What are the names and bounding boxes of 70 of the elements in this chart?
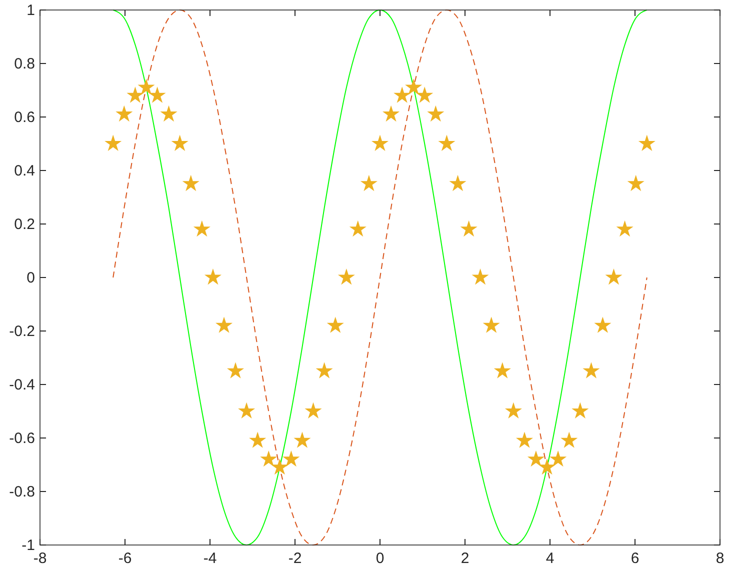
point	[282, 450, 300, 467]
x-tick-label: 0	[376, 550, 384, 567]
point	[482, 316, 500, 333]
point	[294, 432, 311, 448]
line-series	[112, 10, 648, 546]
x-tick-label: -2	[288, 550, 302, 567]
x-tick-label: 8	[716, 550, 724, 567]
point	[304, 402, 322, 418]
point	[638, 134, 656, 151]
y-tick-label: -0.6	[9, 430, 35, 447]
point	[527, 450, 544, 467]
point	[193, 220, 210, 237]
point	[338, 268, 355, 285]
point	[605, 268, 622, 285]
y-tick-label: -1	[22, 537, 35, 554]
point	[416, 86, 434, 103]
point	[594, 316, 612, 333]
point	[382, 105, 400, 122]
point	[171, 134, 188, 151]
point	[326, 316, 344, 333]
x-tick-label: -8	[33, 550, 47, 567]
y-tick-label: 1	[26, 2, 35, 19]
x-tick-label: -4	[203, 550, 217, 567]
point	[182, 174, 200, 192]
point	[260, 450, 278, 467]
y-tick-label: 0.2	[14, 216, 35, 233]
point	[116, 105, 133, 122]
point	[494, 362, 511, 378]
y-tick-label: 0.4	[14, 162, 35, 180]
point	[616, 220, 634, 237]
point	[238, 402, 256, 418]
point	[427, 105, 444, 122]
x-tick-label: -6	[118, 550, 132, 567]
point	[148, 86, 166, 103]
point	[550, 450, 567, 467]
point	[560, 432, 578, 448]
y-tick-label: 0.6	[14, 109, 35, 126]
point	[394, 86, 411, 103]
point	[516, 432, 534, 448]
point	[371, 134, 389, 151]
point	[216, 316, 233, 333]
point	[204, 268, 222, 285]
y-tick-label: -0.8	[9, 484, 35, 500]
point	[538, 458, 556, 475]
point	[472, 268, 489, 285]
point	[349, 220, 366, 237]
point	[627, 174, 644, 192]
point	[405, 78, 422, 95]
point	[226, 362, 244, 378]
x-tick-label: 4	[546, 550, 554, 567]
point	[438, 134, 456, 151]
point	[126, 86, 144, 103]
point	[360, 174, 378, 192]
x-tick-label: 6	[630, 550, 640, 567]
y-tick-label: 0.8	[14, 56, 35, 72]
point	[582, 362, 600, 378]
y-tick-label: 0	[26, 270, 35, 286]
point	[249, 432, 266, 448]
point	[138, 78, 155, 95]
point	[460, 220, 478, 237]
y-tick-label: -0.4	[9, 376, 35, 394]
point	[449, 174, 466, 192]
point	[160, 105, 178, 122]
point	[104, 134, 122, 151]
x-tick-label: 2	[460, 550, 470, 567]
point	[316, 362, 333, 378]
point	[504, 402, 522, 418]
point	[271, 458, 288, 475]
point	[572, 402, 589, 418]
y-tick-label: -0.2	[9, 323, 35, 340]
